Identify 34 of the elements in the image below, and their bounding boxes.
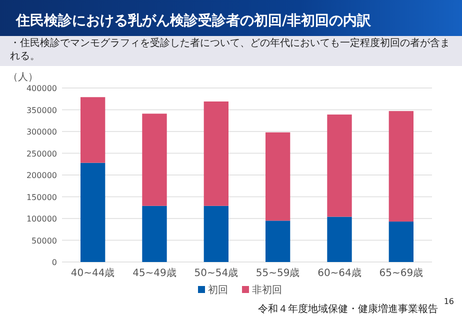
bar [142,114,167,206]
x-tick-label: 40~44歳 [70,267,115,279]
legend-label: 非初回 [252,284,282,296]
y-tick-label: 150000 [26,192,57,202]
y-tick-label: 0 [52,258,57,267]
y-tick-label: 200000 [26,171,57,180]
bar [327,114,352,217]
chart-subtitle: ・住民検診でマンモグラフィを受診した者について、どの年代においても一定程度初回の者が含まれる。 [10,37,451,63]
bar [266,132,290,221]
bar [204,101,228,206]
bar [80,162,106,262]
y-axis-title: （人） [8,72,38,83]
bar [80,97,106,163]
text: 令和４年度地域保健・健康増進事業報告 [258,303,438,315]
x-tick-label: 45~49歳 [132,267,176,279]
bar [142,206,167,262]
y-tick-label: 250000 [26,149,57,158]
bar [388,222,414,262]
y-tick-label: 400000 [26,84,57,93]
x-tick-label: 50~54歳 [194,267,238,279]
y-tick-label: 350000 [26,106,57,115]
text: 16 [444,297,454,306]
x-tick-label: 65~69歳 [379,267,424,279]
y-tick-label: 300000 [26,128,57,136]
bar [388,111,414,222]
y-tick-label: 50000 [32,236,57,246]
y-tick-label: 100000 [26,214,57,224]
x-tick-label: 60~64歳 [318,267,362,279]
bar [327,216,352,262]
bar [204,206,228,262]
x-tick-label: 55~59歳 [256,267,300,279]
legend-label: 初回 [208,284,228,296]
bar [266,220,290,262]
chart-title: 住民検診における乳がん検診受診者の初回/非初回の内訳 [15,12,372,29]
